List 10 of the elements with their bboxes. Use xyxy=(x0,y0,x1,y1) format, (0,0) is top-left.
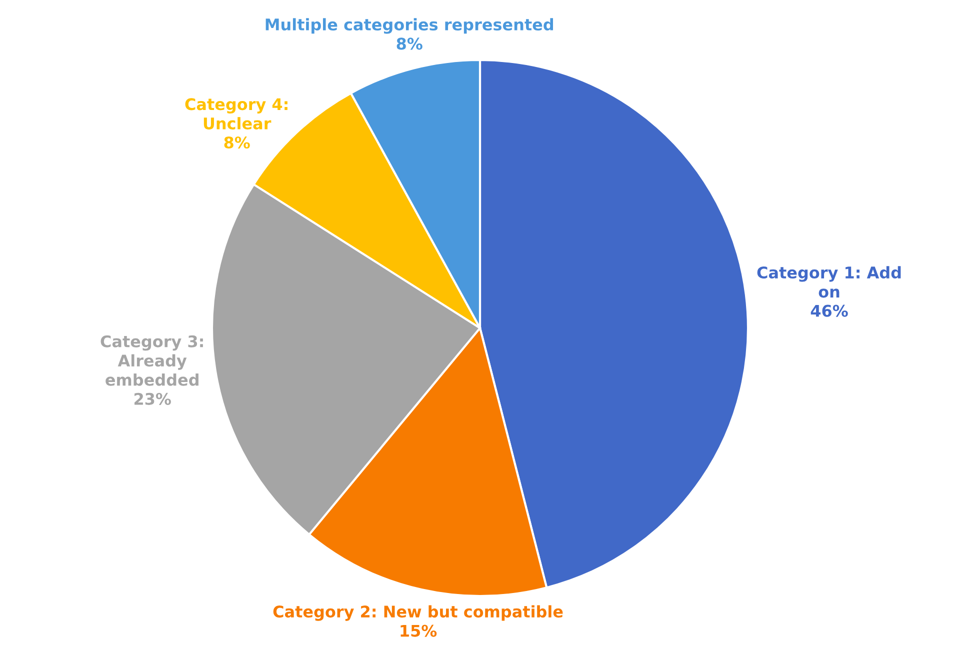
data-label: 15% xyxy=(400,624,437,637)
data-label: 8% xyxy=(396,38,422,50)
slice-label: Category 2: New but compatible xyxy=(273,605,563,621)
data-label: 23% xyxy=(134,392,171,405)
slice-label: Category 3: Already embedded xyxy=(100,335,203,386)
data-label: 8% xyxy=(224,136,250,149)
data-label: 46% xyxy=(810,304,848,317)
slice-label: Category 1: Add on xyxy=(757,266,901,298)
slice-label: Category 4: Unclear xyxy=(185,98,288,130)
slice-label: Multiple categories represented xyxy=(266,18,554,34)
